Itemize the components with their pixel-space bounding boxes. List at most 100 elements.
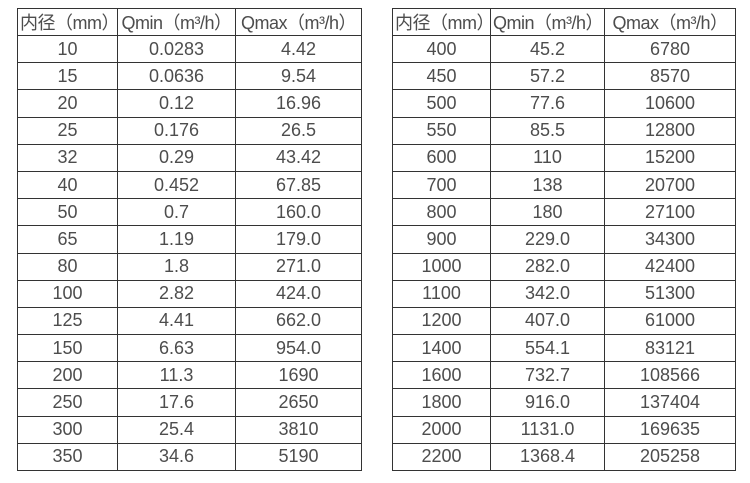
- table-cell: 6.63: [117, 334, 236, 363]
- table-cell: 350: [17, 442, 118, 472]
- table-cell: 160.0: [235, 198, 362, 227]
- table-cell: 150: [17, 334, 118, 363]
- table-cell: 20700: [604, 170, 736, 200]
- table-cell: 50: [17, 198, 118, 227]
- table-cell: 9.54: [235, 62, 362, 91]
- table-cell: 43.42: [235, 143, 362, 172]
- table-cell: 0.452: [117, 170, 236, 200]
- table-cell: 800: [392, 198, 491, 227]
- table-row: 1800 916.0 137404: [392, 388, 736, 417]
- table-cell: 11.3: [117, 361, 236, 390]
- table-cell: 1131.0: [490, 415, 605, 444]
- table-cell: 229.0: [490, 225, 605, 254]
- table-cell: 20: [17, 89, 118, 118]
- table-cell: 1690: [235, 361, 362, 390]
- table-row: 200 11.3 1690: [17, 361, 362, 390]
- table-cell: 110: [490, 143, 605, 172]
- table-row: 32 0.29 43.42: [17, 143, 362, 172]
- table-cell: 26.5: [235, 116, 362, 145]
- table-cell: 200: [17, 361, 118, 390]
- table-cell: 916.0: [490, 388, 605, 417]
- table-cell: 700: [392, 170, 491, 200]
- table-cell: 3810: [235, 415, 362, 444]
- table-cell: 250: [17, 388, 118, 417]
- table-cell: 25: [17, 116, 118, 145]
- table-cell: 61000: [604, 306, 736, 336]
- table-cell: 1.8: [117, 252, 236, 281]
- table-cell: 15200: [604, 143, 736, 172]
- table-cell: 2650: [235, 388, 362, 417]
- table-cell: 1800: [392, 388, 491, 417]
- table-cell: 125: [17, 306, 118, 336]
- table-cell: 2.82: [117, 279, 236, 308]
- table-cell: 450: [392, 62, 491, 91]
- table-cell: 407.0: [490, 306, 605, 336]
- table-cell: 100: [17, 279, 118, 308]
- table-row: 2000 1131.0 169635: [392, 415, 736, 444]
- table-row: 150 6.63 954.0: [17, 334, 362, 363]
- table-cell: 8570: [604, 62, 736, 91]
- table-cell: 25.4: [117, 415, 236, 444]
- table-row: 600 110 15200: [392, 143, 736, 172]
- table-row: 20 0.12 16.96: [17, 89, 362, 118]
- header-row: 内径（mm） Qmin（m³/h） Qmax（m³/h）: [17, 8, 362, 36]
- table-cell: 1400: [392, 334, 491, 363]
- table-row: 15 0.0636 9.54: [17, 62, 362, 91]
- table-cell: 10: [17, 34, 118, 64]
- table-row: 1200 407.0 61000: [392, 306, 736, 336]
- table-row: 450 57.2 8570: [392, 62, 736, 91]
- table-row: 65 1.19 179.0: [17, 225, 362, 254]
- table-cell: 42400: [604, 252, 736, 281]
- table-cell: 5190: [235, 442, 362, 472]
- table-row: 80 1.8 271.0: [17, 252, 362, 281]
- table-cell: 424.0: [235, 279, 362, 308]
- table-cell: 83121: [604, 334, 736, 363]
- table-cell: 65: [17, 225, 118, 254]
- table-cell: 138: [490, 170, 605, 200]
- table-cell: 34300: [604, 225, 736, 254]
- table-cell: 179.0: [235, 225, 362, 254]
- table-row: 100 2.82 424.0: [17, 279, 362, 308]
- table-cell: 900: [392, 225, 491, 254]
- column-header: Qmax（m³/h）: [235, 8, 362, 36]
- table-cell: 550: [392, 116, 491, 145]
- table-cell: 4.41: [117, 306, 236, 336]
- table-row: 40 0.452 67.85: [17, 170, 362, 200]
- table-cell: 342.0: [490, 279, 605, 308]
- table-cell: 282.0: [490, 252, 605, 281]
- table-cell: 108566: [604, 361, 736, 390]
- table-row: 50 0.7 160.0: [17, 198, 362, 227]
- table-cell: 10600: [604, 89, 736, 118]
- column-header: Qmax（m³/h）: [604, 8, 736, 36]
- table-cell: 500: [392, 89, 491, 118]
- table-cell: 1600: [392, 361, 491, 390]
- table-cell: 0.29: [117, 143, 236, 172]
- table-cell: 2200: [392, 442, 491, 472]
- table-cell: 67.85: [235, 170, 362, 200]
- table-cell: 57.2: [490, 62, 605, 91]
- table-cell: 0.0636: [117, 62, 236, 91]
- table-cell: 271.0: [235, 252, 362, 281]
- header-row: 内径（mm） Qmin（m³/h） Qmax（m³/h）: [392, 8, 736, 36]
- table-row: 10 0.0283 4.42: [17, 34, 362, 64]
- table-cell: 6780: [604, 34, 736, 64]
- column-header: 内径（mm）: [392, 8, 491, 36]
- table-cell: 27100: [604, 198, 736, 227]
- table-cell: 554.1: [490, 334, 605, 363]
- column-header: Qmin（m³/h）: [490, 8, 605, 36]
- column-header: Qmin（m³/h）: [117, 8, 236, 36]
- table-cell: 1000: [392, 252, 491, 281]
- table-cell: 1200: [392, 306, 491, 336]
- table-cell: 4.42: [235, 34, 362, 64]
- table-row: 550 85.5 12800: [392, 116, 736, 145]
- table-cell: 2000: [392, 415, 491, 444]
- table-cell: 85.5: [490, 116, 605, 145]
- table-row: 1000 282.0 42400: [392, 252, 736, 281]
- table-cell: 0.12: [117, 89, 236, 118]
- table-cell: 137404: [604, 388, 736, 417]
- table-cell: 300: [17, 415, 118, 444]
- table-row: 500 77.6 10600: [392, 89, 736, 118]
- table-cell: 1.19: [117, 225, 236, 254]
- table-cell: 1100: [392, 279, 491, 308]
